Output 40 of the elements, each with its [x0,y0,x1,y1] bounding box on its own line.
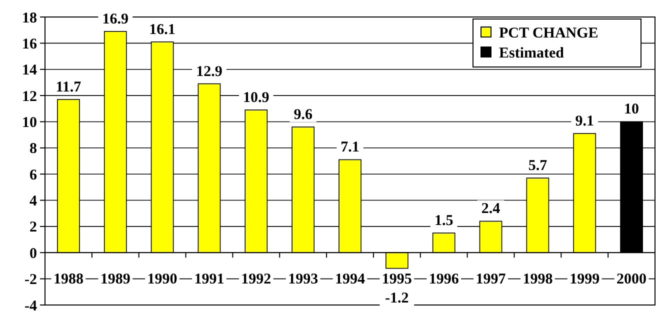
x-tick-label: 1988 [53,272,84,288]
y-tick-label: 12 [22,88,37,105]
data-label: 10.9 [243,90,270,106]
y-tick-label: 2 [30,220,37,236]
y-tick-label: 14 [22,62,38,79]
data-label: 9.1 [575,114,594,130]
y-tick-label: 10 [22,114,37,131]
legend-label: PCT CHANGE [499,25,598,42]
data-label: 10 [624,102,640,118]
x-tick-label: 1989 [100,272,130,288]
x-tick-label: 1996 [428,272,460,288]
x-tick-label: 2000 [616,272,647,288]
data-label: -1.2 [385,290,409,307]
x-tick-label: 1999 [570,272,600,288]
data-label: 2.4 [481,201,501,218]
y-tick-label: 0 [30,246,37,262]
y-tick-label: -4 [24,298,38,314]
y-tick-label: -2 [24,272,37,288]
x-tick-label: 1992 [241,272,272,288]
x-tick-label: 1990 [147,272,178,288]
data-label: 9.6 [294,106,313,123]
x-tick-label: 1995 [382,272,412,288]
data-label: 12.9 [196,64,222,80]
x-tick-label: 1994 [335,272,366,288]
x-tick-label: 1998 [522,272,553,288]
y-tick-label: 18 [22,10,37,26]
y-tick-label: 8 [30,141,37,158]
data-label: 11.7 [56,79,82,96]
y-tick-label: 6 [30,167,38,184]
y-tick-label: 4 [30,194,38,210]
data-label: 16.9 [102,11,129,28]
data-label: 7.1 [340,140,360,156]
x-tick-label: 1993 [288,272,318,288]
x-tick-label: 1997 [476,272,506,288]
x-tick-label: 1991 [194,272,224,288]
y-tick-label: 16 [22,36,38,52]
legend-label: Estimated [499,45,565,62]
data-label: 1.5 [434,213,454,229]
data-label: 16.1 [149,22,176,38]
data-label: 5.7 [528,158,548,174]
